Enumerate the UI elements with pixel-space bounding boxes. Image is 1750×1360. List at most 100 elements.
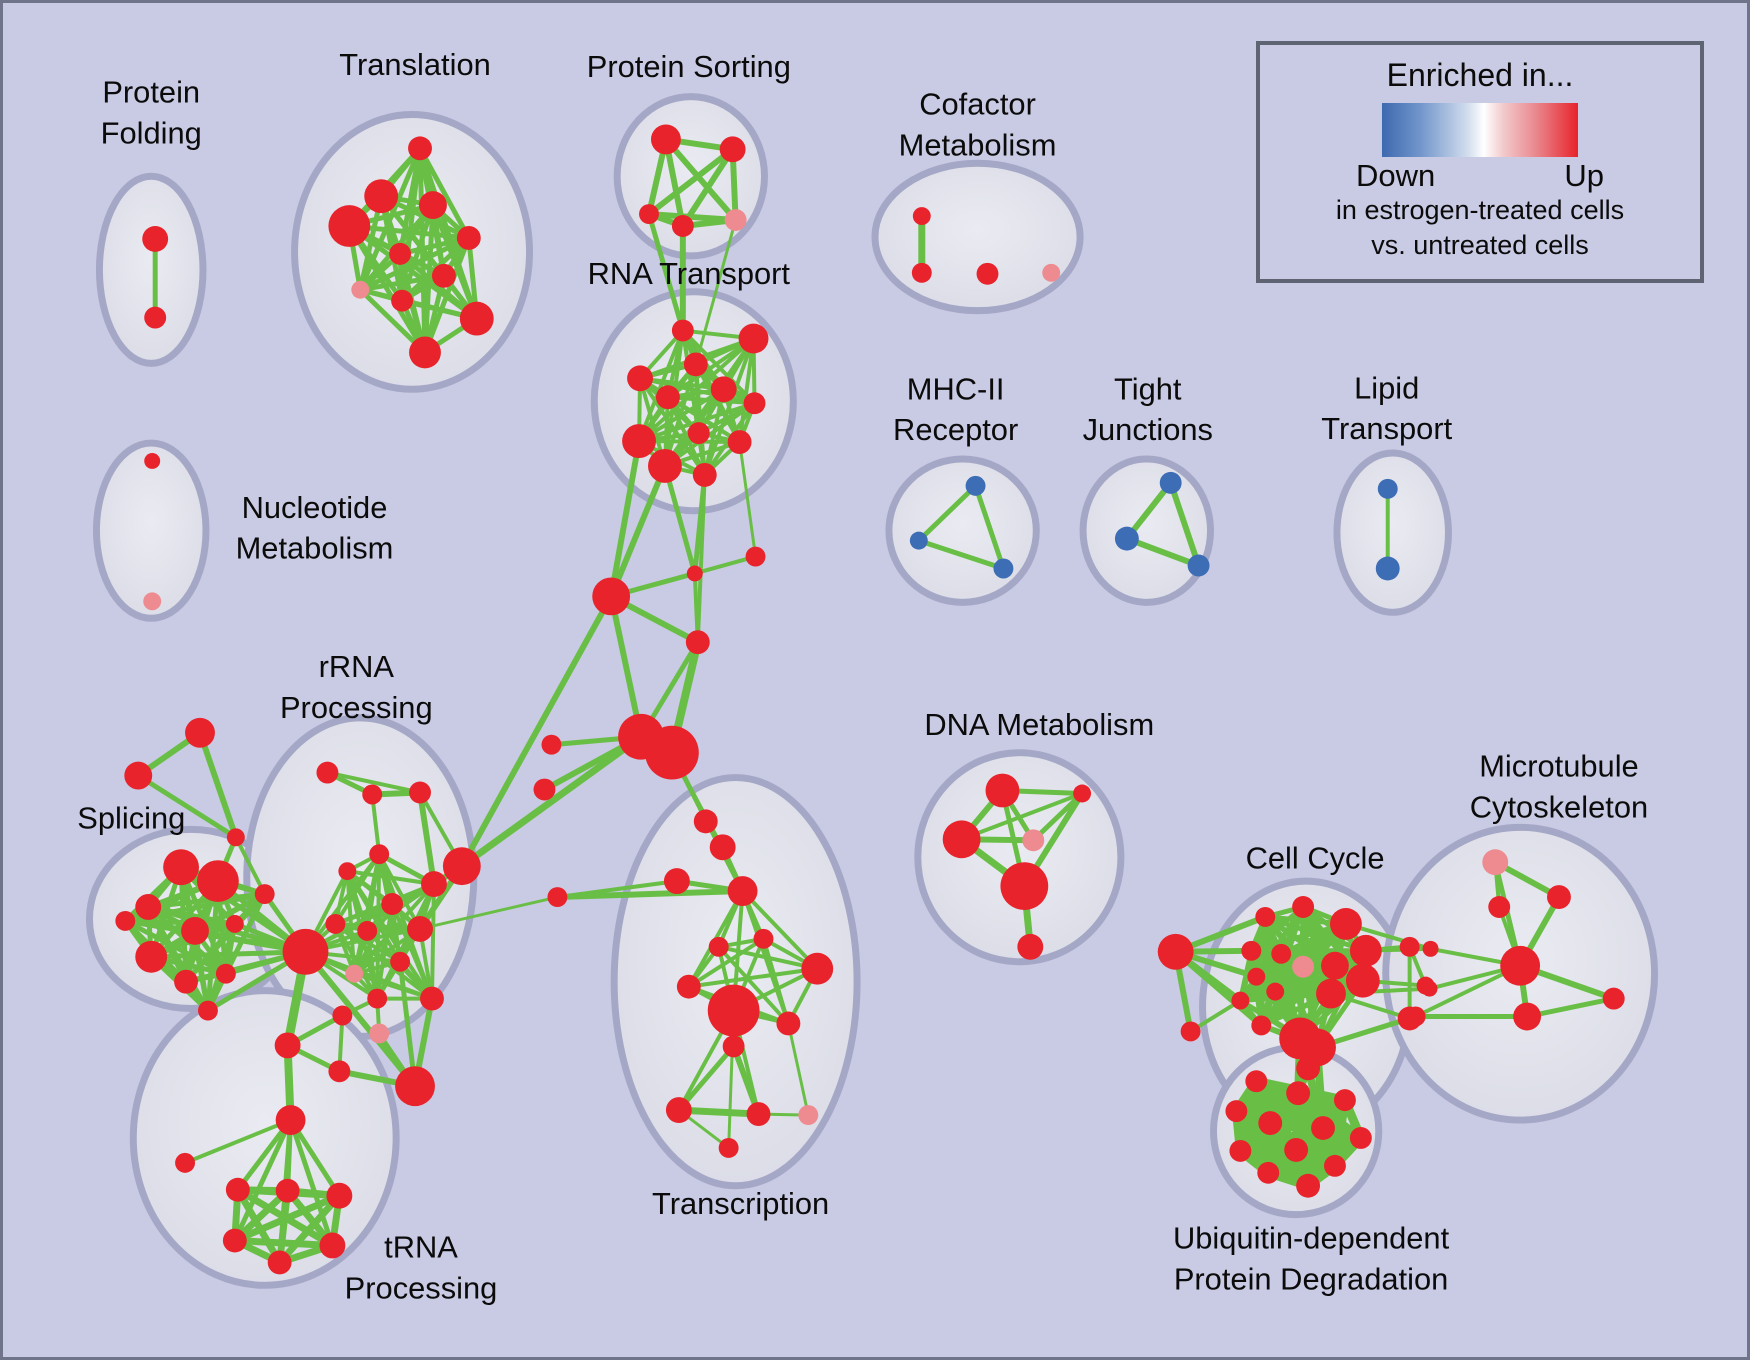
edge-rt1-rt7 — [680, 328, 757, 406]
edge-tx7-tx8 — [686, 966, 820, 989]
gene-set-node-nm1 — [144, 453, 161, 469]
edge-tn1-tn2 — [183, 1118, 293, 1165]
gene-set-node-tn2 — [175, 1152, 196, 1173]
gene-set-node-tx2 — [709, 834, 736, 861]
gene-set-node-cc6 — [1292, 955, 1315, 978]
gene-set-node-cc8 — [1349, 934, 1382, 967]
gene-set-node-rr2 — [362, 784, 383, 805]
gene-set-node-mt9 — [1405, 1006, 1426, 1027]
cluster-label-cofactor-metabolism-line1: Cofactor — [919, 87, 1036, 122]
cluster-label-nucleotide-metabolism-line2: Metabolism — [236, 531, 394, 566]
gene-set-node-rr15 — [442, 847, 481, 886]
gene-set-node-rt5 — [710, 376, 737, 403]
gene-set-node-rt9 — [727, 430, 752, 455]
edge-mt8-cc13 — [1328, 986, 1432, 996]
gene-set-node-cn6 — [645, 725, 699, 780]
cluster-label-protein-folding-line1: Protein — [102, 75, 200, 110]
gene-set-node-tl10 — [459, 301, 494, 336]
cluster-label-cofactor-metabolism-line2: Metabolism — [899, 128, 1057, 163]
gene-set-node-cf4 — [1042, 263, 1061, 282]
gene-set-node-ub11 — [1257, 1161, 1280, 1184]
edge-tj2-tj3 — [1123, 535, 1202, 569]
edge-tj1-tj3 — [1167, 479, 1202, 569]
gene-set-node-pf1 — [142, 226, 169, 252]
cluster-label-dna-metabolism-line1: DNA Metabolism — [924, 707, 1154, 742]
gene-set-node-mt3 — [1488, 896, 1511, 918]
gene-set-node-sp3 — [135, 894, 162, 920]
edge-cn3-rr15 — [458, 593, 615, 870]
gene-set-node-rt6 — [655, 385, 680, 410]
edge-rr3-rr6 — [417, 789, 437, 888]
gene-set-node-rr10 — [357, 920, 378, 941]
gene-set-node-tx14 — [798, 1105, 819, 1126]
cluster-label-trna-processing-line1: tRNA — [384, 1230, 458, 1265]
gene-set-node-cc9 — [1345, 963, 1380, 998]
legend-title: Enriched in... — [1386, 57, 1574, 93]
gene-set-node-rr3 — [409, 781, 431, 804]
gene-set-node-tl5 — [456, 226, 481, 250]
gene-set-node-dm6 — [1017, 933, 1044, 960]
edge-rr4-rr8 — [377, 852, 423, 931]
gene-set-node-tx13 — [746, 1102, 771, 1127]
edge-cc9-cc10 — [1253, 974, 1366, 984]
gene-set-node-rr13 — [367, 988, 388, 1009]
cluster-label-transcription-line1: Transcription — [652, 1186, 829, 1221]
gene-set-node-tj3 — [1187, 554, 1210, 577]
gene-set-node-dm1 — [985, 773, 1020, 808]
gene-set-node-cc3 — [1329, 907, 1362, 940]
gene-set-node-mt8 — [1421, 980, 1438, 997]
edge-rt3-rt12 — [638, 376, 707, 477]
gene-set-node-ps5 — [724, 209, 747, 231]
cluster-label-splicing-line1: Splicing — [77, 801, 185, 836]
cluster-label-cell-cycle-line1: Cell Cycle — [1246, 840, 1385, 875]
gene-set-node-ps1 — [650, 124, 681, 155]
gene-set-node-tx7 — [801, 952, 834, 985]
gene-set-node-hb1 — [282, 928, 329, 975]
edge-tl7-tl8 — [357, 273, 447, 293]
edge-rt12-cn4 — [695, 472, 707, 645]
edge-tn3-tn8 — [234, 1186, 284, 1266]
gene-set-node-rt8 — [687, 422, 710, 445]
edge-tx12-tx13 — [675, 1106, 763, 1118]
gene-set-node-mt4 — [1500, 945, 1541, 986]
edge-tx4-tx7 — [740, 889, 820, 971]
edge-tl1-tl5 — [417, 145, 472, 241]
edge-cc2-cc4 — [1248, 904, 1306, 954]
edge-rt6-rt7 — [665, 395, 757, 406]
gene-set-node-cf1 — [912, 207, 931, 226]
gene-set-node-rr9 — [325, 913, 346, 934]
gene-set-node-cn7 — [541, 734, 562, 755]
legend-box: Enriched in... Down Up in estrogen-treat… — [1256, 41, 1704, 283]
cluster-ellipse-protein-folding — [95, 172, 207, 367]
gene-set-node-cc14 — [1251, 1015, 1272, 1036]
edge-tn1-tn6 — [232, 1117, 294, 1244]
gene-set-node-tn3 — [225, 1177, 250, 1202]
gene-set-node-tx8 — [676, 974, 701, 999]
gene-set-node-tx4 — [727, 876, 758, 906]
gene-set-node-nm2 — [143, 592, 162, 611]
cluster-ellipse-tight-junctions — [1079, 455, 1214, 606]
gene-set-node-tl9 — [391, 289, 414, 312]
cluster-label-mhc-ii-receptor-line1: MHC-II — [907, 371, 1005, 406]
gene-set-node-rt4 — [683, 352, 708, 377]
edge-mh1-mh3 — [973, 483, 1006, 571]
gene-set-node-sp4 — [181, 916, 209, 945]
gene-set-node-rt7 — [743, 392, 766, 415]
edge-ub10-ub11 — [1263, 1161, 1340, 1178]
gene-set-node-rt12 — [692, 462, 717, 487]
gene-set-node-mh1 — [965, 475, 986, 496]
gene-set-node-tl6 — [389, 242, 412, 265]
edge-tn5-tn8 — [276, 1192, 343, 1266]
gene-set-node-cf2 — [911, 262, 932, 283]
gene-set-node-cc10 — [1247, 967, 1266, 986]
gene-set-node-ub7 — [1349, 1127, 1372, 1149]
gene-set-node-tn8 — [267, 1250, 292, 1275]
edge-tg3-sp6 — [233, 835, 267, 897]
gene-set-node-ub1 — [1245, 1070, 1268, 1093]
cluster-label-protein-sorting-line1: Protein Sorting — [587, 49, 791, 84]
edge-tn4-tn6 — [231, 1187, 292, 1245]
gene-set-node-rt1 — [671, 319, 694, 342]
cluster-label-tight-junctions-line1: Tight — [1114, 371, 1182, 406]
gene-set-node-mt1 — [1482, 849, 1509, 876]
gene-set-node-tj1 — [1159, 471, 1182, 494]
